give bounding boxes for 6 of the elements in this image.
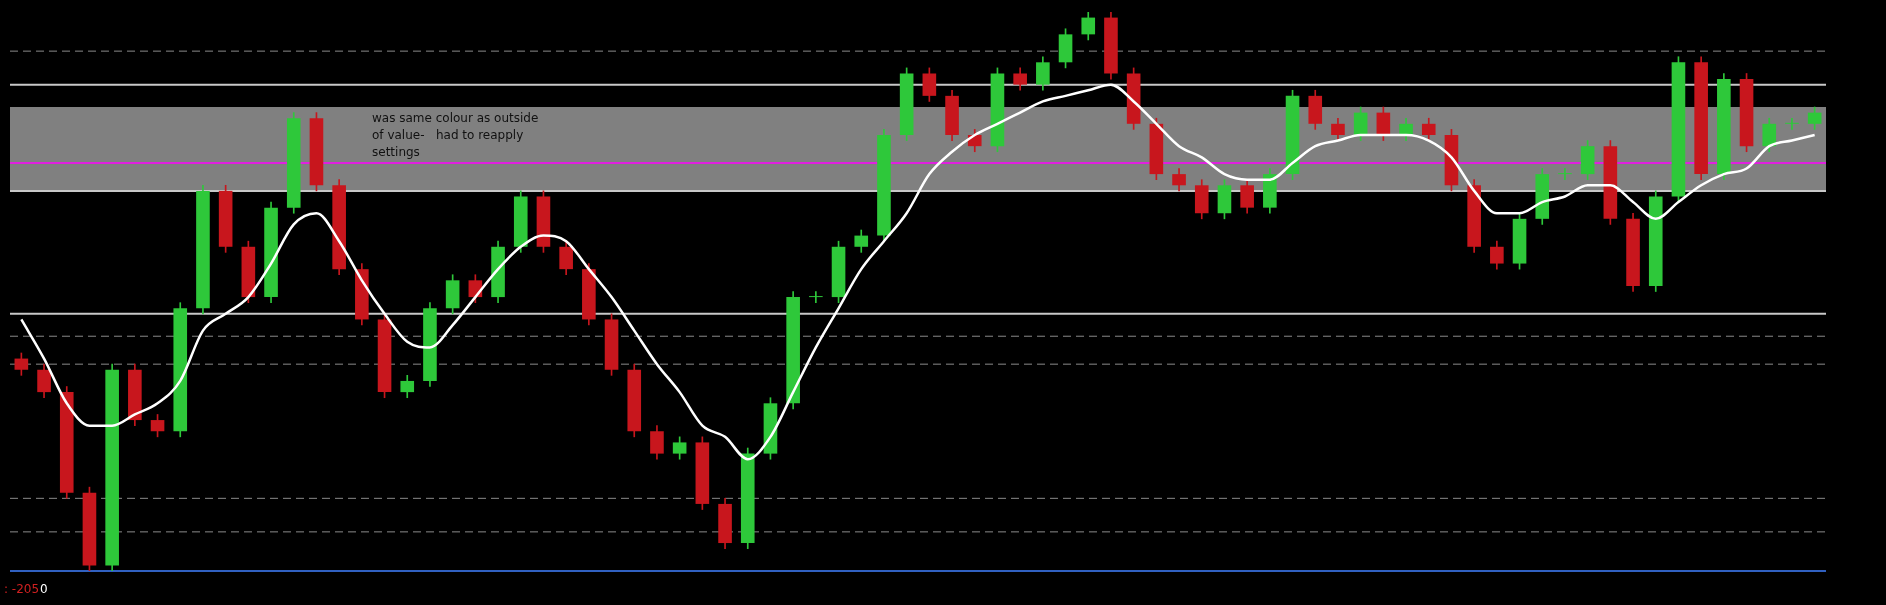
candlestick (809, 291, 823, 304)
text: : -205 (4, 582, 40, 596)
candlestick (1785, 117, 1799, 130)
candlestick (1558, 168, 1572, 181)
annotation: was same colour as outside of value- had to reapply settings (372, 110, 540, 161)
text: 0 (40, 582, 48, 596)
